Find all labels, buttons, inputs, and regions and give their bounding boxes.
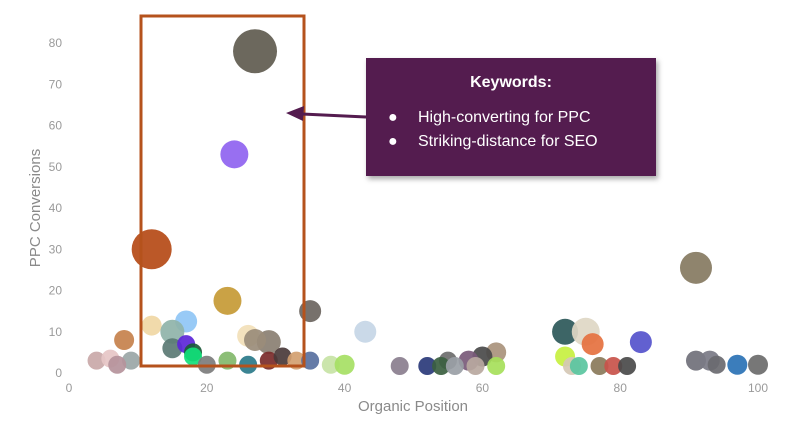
data-point <box>213 286 242 315</box>
data-point <box>131 229 172 270</box>
data-point <box>184 347 203 366</box>
y-tick-label: 70 <box>49 77 63 91</box>
data-point <box>552 318 579 345</box>
data-point <box>141 315 162 336</box>
callout-title: Keywords: <box>470 74 552 91</box>
y-tick-label: 20 <box>49 284 63 298</box>
data-point <box>233 29 278 74</box>
x-tick-label: 80 <box>614 381 628 395</box>
data-point <box>445 357 464 375</box>
x-tick-label: 40 <box>338 381 352 395</box>
callout-item: ● Striking-distance for SEO <box>388 130 656 154</box>
data-point <box>727 354 748 375</box>
data-point <box>244 329 267 351</box>
y-tick-label: 60 <box>49 119 63 133</box>
data-point <box>354 320 377 343</box>
data-point <box>685 350 706 371</box>
callout-list: ● High-converting for PPC ● Striking-dista… <box>366 106 656 154</box>
data-point <box>418 357 437 375</box>
data-point <box>301 351 320 370</box>
data-point <box>604 357 623 375</box>
callout-arrow <box>286 106 367 121</box>
data-point <box>748 354 768 375</box>
data-point <box>160 319 185 344</box>
x-tick-label: 20 <box>200 381 214 395</box>
y-tick-label: 50 <box>49 160 63 174</box>
data-point <box>432 357 451 375</box>
x-tick-label: 100 <box>748 381 768 395</box>
data-point <box>679 251 712 284</box>
data-point <box>220 140 249 169</box>
y-tick-label: 40 <box>49 201 63 215</box>
data-point <box>321 355 340 374</box>
data-point <box>390 357 409 375</box>
data-point <box>334 354 355 375</box>
data-point <box>299 300 322 323</box>
callout-item-label: High-converting for PPC <box>418 109 591 126</box>
data-point <box>87 351 106 370</box>
data-point <box>569 357 588 375</box>
y-tick-label: 30 <box>49 242 63 256</box>
data-point <box>487 357 506 375</box>
y-tick-label: 0 <box>55 366 62 380</box>
x-tick-label: 60 <box>476 381 490 395</box>
callout-item: ● High-converting for PPC <box>388 106 656 130</box>
callout-item-label: Striking-distance for SEO <box>418 133 598 150</box>
data-point <box>122 351 141 370</box>
data-point <box>618 357 637 375</box>
data-point <box>707 355 726 374</box>
y-axis-title: PPC Conversions <box>27 149 44 267</box>
keywords-callout: Keywords: ● High-converting for PPC ● Stri… <box>366 58 656 176</box>
data-point <box>108 355 127 374</box>
data-point <box>466 357 485 375</box>
y-axis-ticks: 0 10 20 30 40 50 60 70 80 <box>49 36 63 380</box>
data-point <box>114 330 135 350</box>
y-tick-label: 80 <box>49 36 63 50</box>
data-point <box>629 331 652 354</box>
data-point <box>581 333 604 356</box>
x-axis-title: Organic Position <box>358 398 468 415</box>
bullet-icon: ● <box>388 109 398 126</box>
x-tick-label: 0 <box>66 381 73 395</box>
bullet-icon: ● <box>388 133 398 150</box>
y-tick-label: 10 <box>49 325 63 339</box>
data-point <box>273 347 292 366</box>
data-point <box>590 357 609 375</box>
highlight-box <box>139 14 306 368</box>
x-axis-ticks: 0 20 40 60 80 100 <box>66 381 769 395</box>
